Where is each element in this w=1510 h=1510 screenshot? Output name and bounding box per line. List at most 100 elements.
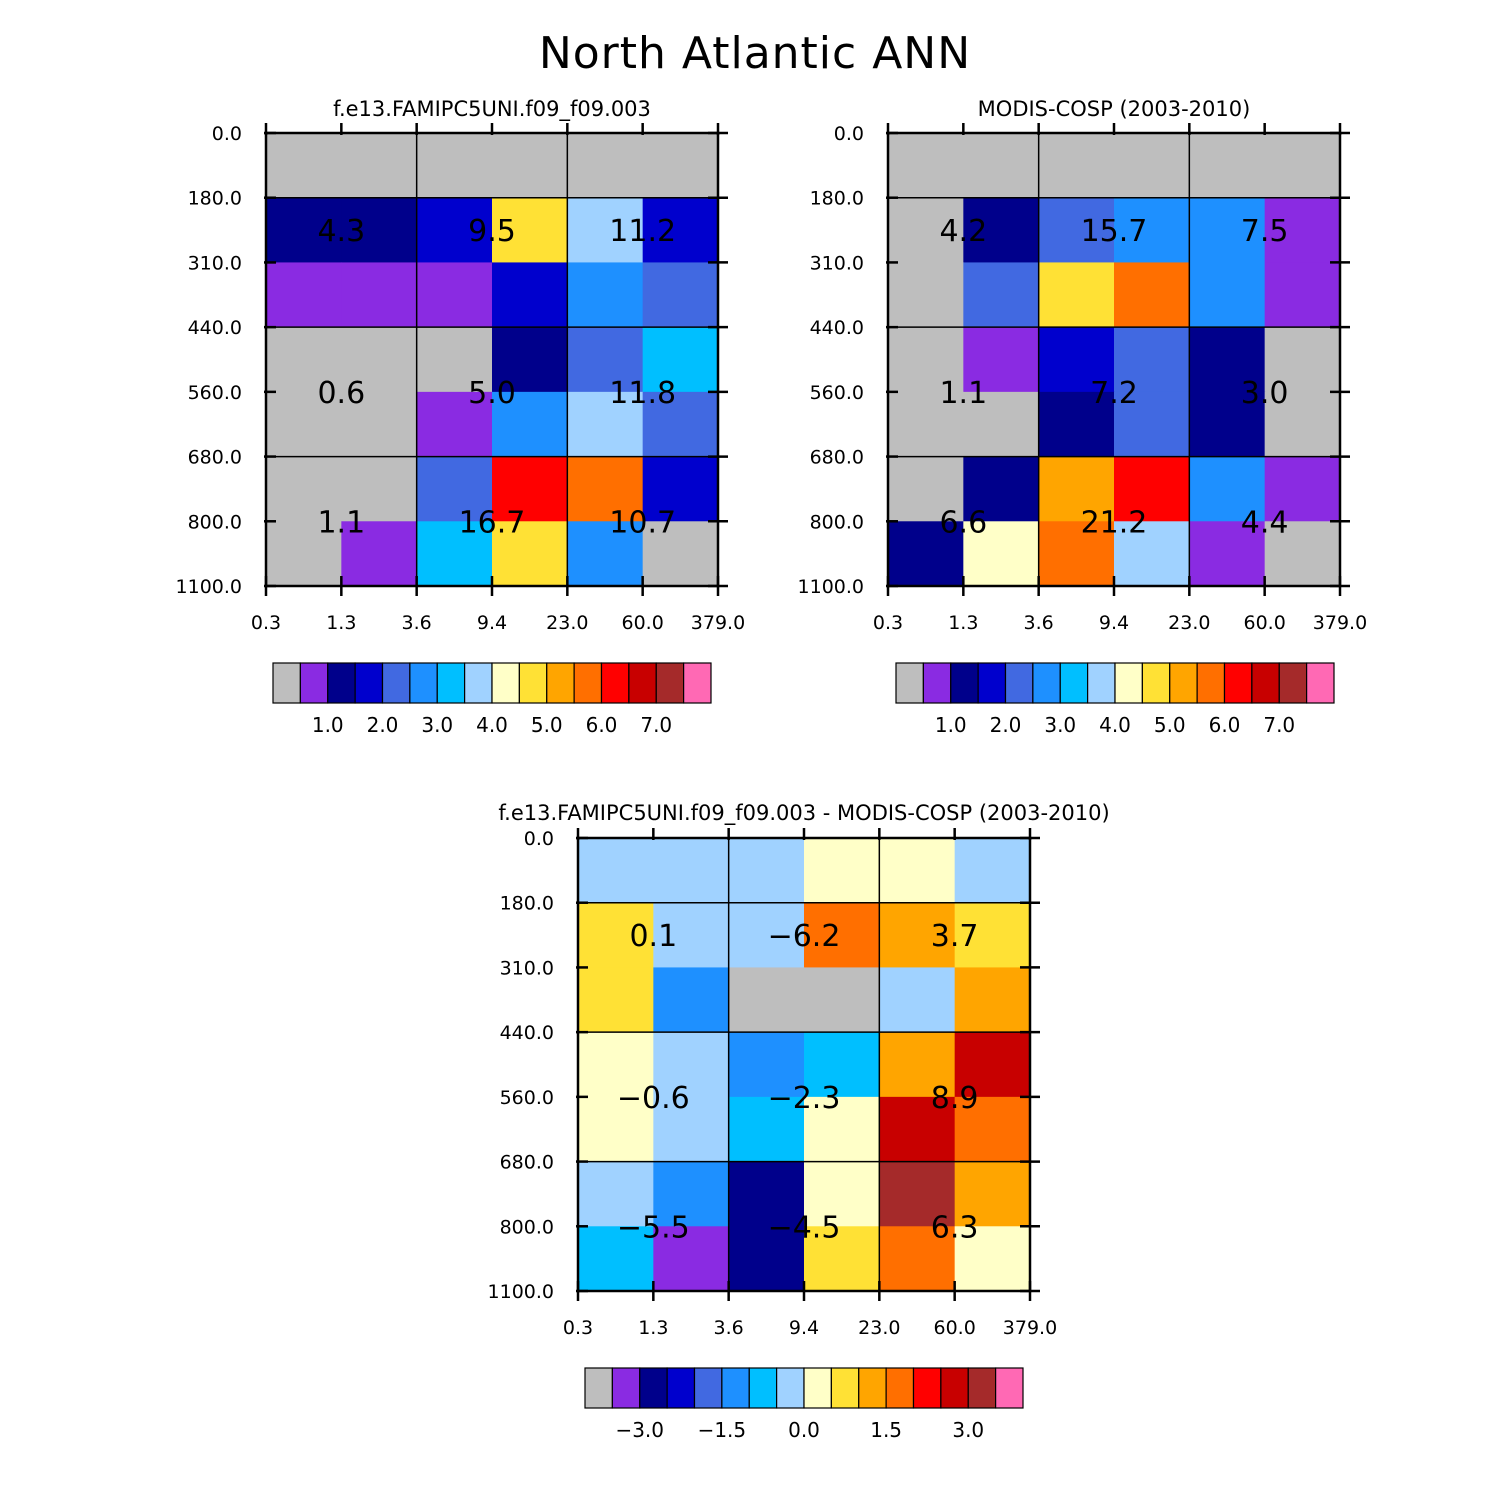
y-tick-label: 310.0	[810, 252, 864, 274]
x-tick-label: 9.4	[477, 612, 507, 634]
x-tick-label: 3.6	[1024, 612, 1054, 634]
heatmap-cell	[416, 262, 493, 328]
colorbar-swatch	[1278, 662, 1308, 704]
group-value-label: 3.7	[931, 919, 979, 954]
heatmap-cell	[642, 262, 719, 328]
heatmap-cell	[879, 1096, 956, 1163]
heatmap-cell	[653, 1032, 730, 1098]
heatmap-cell	[963, 133, 1040, 199]
heatmap-cell	[879, 902, 956, 969]
colorbar-swatch	[1087, 662, 1116, 704]
heatmap-cell	[1038, 391, 1115, 458]
heatmap-cell	[728, 1161, 805, 1227]
heatmap-cell	[567, 262, 644, 328]
colorbar-swatch	[922, 662, 952, 704]
heatmap-cell	[728, 838, 805, 904]
heatmap-cell	[492, 133, 568, 199]
x-tick-label: 23.0	[1168, 612, 1210, 634]
heatmap-cell	[888, 133, 964, 199]
heatmap-cell	[879, 838, 956, 904]
y-tick-label: 0.0	[524, 828, 554, 850]
heatmap-cell	[888, 521, 964, 587]
heatmap-cell	[341, 197, 418, 264]
group-value-label: 21.2	[1081, 505, 1148, 540]
x-tick-label: 379.0	[691, 612, 745, 634]
heatmap-cell	[963, 521, 1040, 587]
heatmap-cell	[879, 1032, 956, 1098]
colorbar-swatch	[409, 662, 438, 704]
heatmap-cell	[416, 521, 493, 587]
group-value-label: −5.5	[617, 1210, 690, 1245]
group-value-label: 16.7	[459, 505, 526, 540]
colorbar-swatch	[491, 662, 520, 704]
colorbar-swatch	[977, 662, 1007, 704]
group-value-label: −2.3	[768, 1081, 841, 1116]
heatmap-cell	[1264, 133, 1341, 199]
colorbar-swatch	[573, 662, 603, 704]
heatmap-cell	[963, 197, 1040, 264]
x-tick-label: 60.0	[622, 612, 664, 634]
heatmap-cell	[492, 521, 568, 587]
group-value-label: 4.3	[317, 214, 365, 249]
group-value-label: 7.2	[1090, 376, 1138, 411]
colorbar-swatch	[655, 662, 685, 704]
heatmap-cell	[963, 391, 1040, 458]
colorbar-swatch	[272, 662, 301, 704]
colorbar-label: 4.0	[476, 713, 508, 737]
panel-title: f.e13.FAMIPC5UNI.f09_f09.003	[333, 97, 651, 122]
colorbar-swatch	[683, 662, 712, 704]
y-tick-label: 1100.0	[488, 1281, 554, 1303]
heatmap-cell	[1189, 133, 1266, 199]
colorbar-swatch	[1032, 662, 1061, 704]
colorbar-swatch	[1169, 662, 1198, 704]
x-tick-label: 3.6	[402, 612, 432, 634]
colorbar-swatch	[1004, 662, 1034, 704]
heatmap-cell	[879, 1161, 956, 1227]
heatmap-cell	[567, 327, 644, 393]
heatmap-cell	[954, 967, 1031, 1033]
group-value-label: 15.7	[1081, 214, 1148, 249]
heatmap-cell	[954, 902, 1031, 969]
group-value-label: 0.6	[317, 376, 365, 411]
heatmap-cell	[266, 456, 342, 522]
group-value-label: −0.6	[617, 1081, 690, 1116]
heatmap-cell	[578, 902, 654, 969]
x-tick-label: 1.3	[948, 612, 978, 634]
heatmap-cell	[1114, 133, 1190, 199]
x-tick-label: 23.0	[546, 612, 588, 634]
colorbar-swatch	[967, 1367, 997, 1409]
group-value-label: −4.5	[768, 1210, 841, 1245]
heatmap-cell	[1038, 262, 1115, 328]
heatmap-cell	[642, 521, 719, 587]
y-tick-label: 0.0	[834, 123, 864, 145]
y-tick-label: 310.0	[500, 957, 554, 979]
heatmap-cell	[642, 133, 719, 199]
heatmap-cell	[804, 967, 880, 1033]
colorbar-label: 6.0	[586, 713, 618, 737]
heatmap-cell	[804, 1096, 880, 1163]
x-tick-label: 379.0	[1003, 1317, 1057, 1339]
heatmap-cell	[341, 456, 418, 522]
y-tick-label: 180.0	[810, 188, 864, 210]
heatmap-cell	[578, 1032, 654, 1098]
heatmap-cell	[266, 133, 342, 199]
heatmap-cell	[341, 262, 418, 328]
heatmap-cell	[653, 967, 730, 1033]
heatmap-cell	[653, 838, 730, 904]
colorbar-swatch	[611, 1367, 641, 1409]
colorbar-swatch	[666, 1367, 696, 1409]
heatmap-cell	[642, 327, 719, 393]
heatmap-cell	[492, 197, 568, 264]
group-value-label: 11.2	[609, 214, 676, 249]
heatmap-cell	[1038, 456, 1115, 522]
heatmap-cell	[1189, 197, 1266, 264]
heatmap-cell	[728, 902, 805, 969]
y-tick-label: 680.0	[810, 447, 864, 469]
heatmap-cell	[341, 391, 418, 458]
x-tick-label: 0.3	[873, 612, 903, 634]
heatmap-cell	[578, 1096, 654, 1163]
heatmap-cell	[1264, 327, 1341, 393]
colorbar-swatch	[776, 1367, 805, 1409]
heatmap-cell	[642, 197, 719, 264]
